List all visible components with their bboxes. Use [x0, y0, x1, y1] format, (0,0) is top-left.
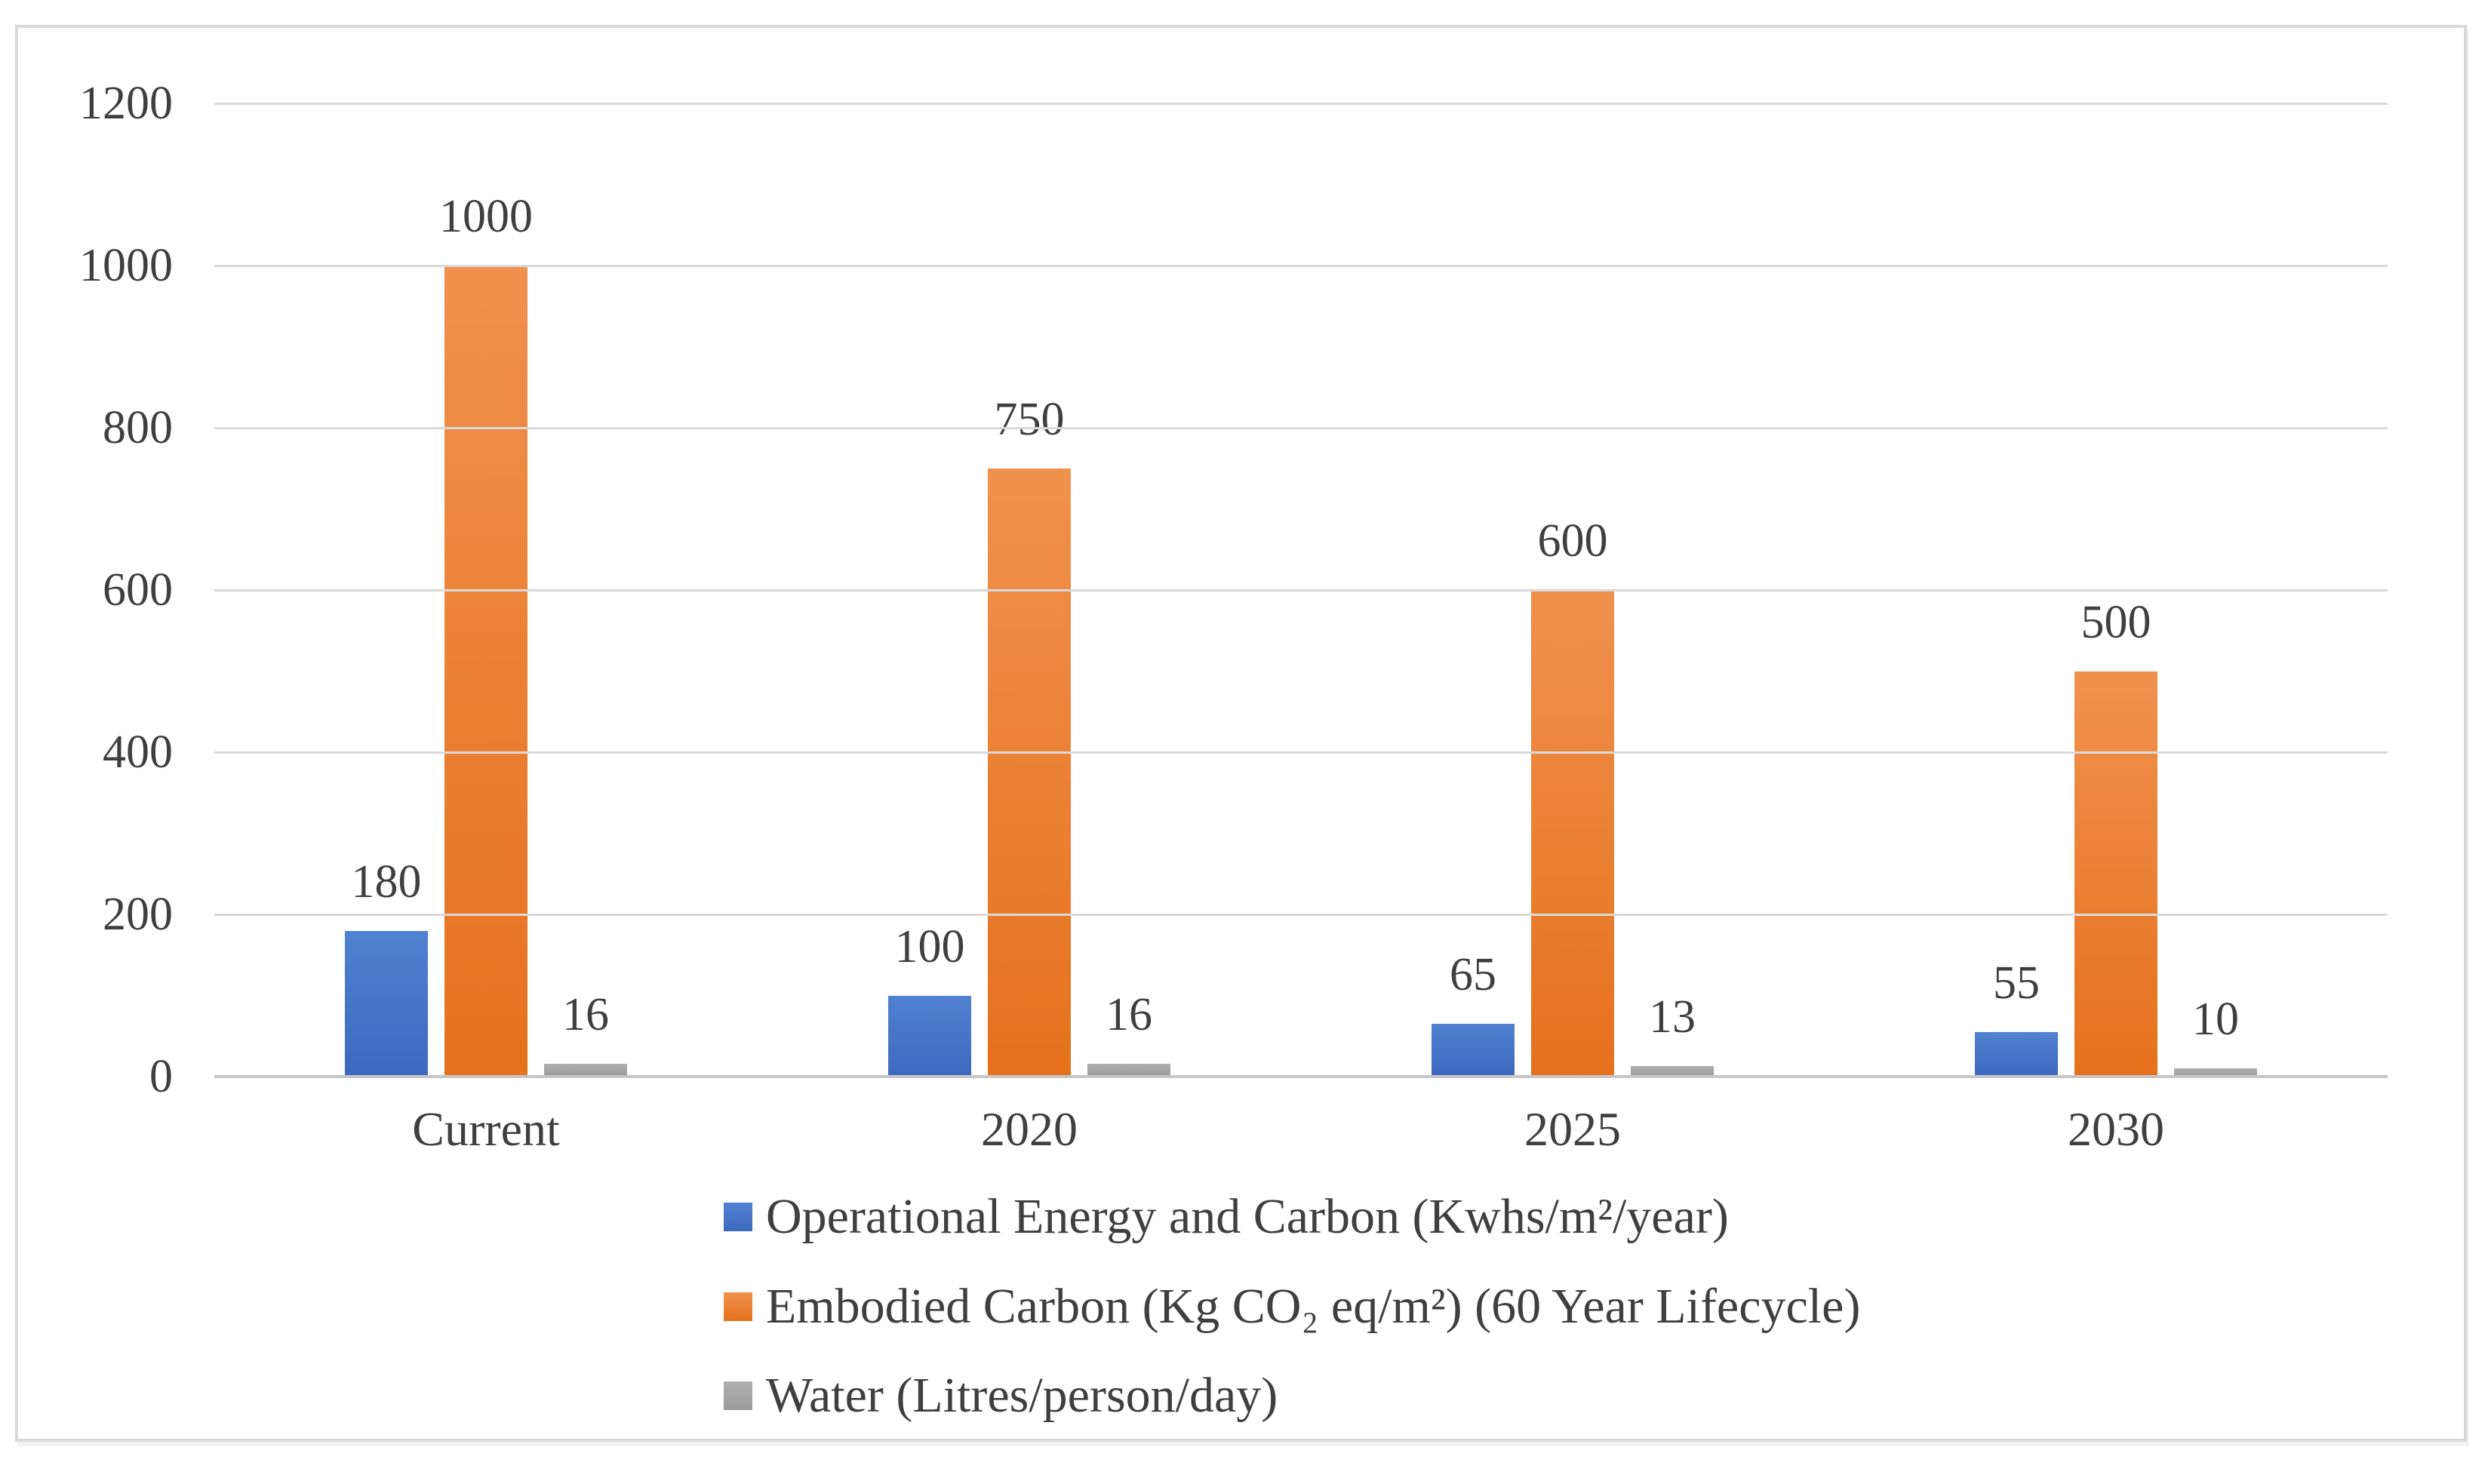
legend-item: Embodied Carbon (Kg CO₂ eq/m²) (60 Year …: [724, 1278, 1861, 1335]
bar: 55: [1975, 960, 2058, 1077]
bar-value-label: 100: [894, 920, 965, 972]
bar-value-label: 65: [1450, 949, 1496, 1001]
legend-swatch-orange-icon: [724, 1292, 752, 1321]
chart-frame: 0 200 400 600 800 1000 1200 180 1000 16 100 750 16 6…: [15, 25, 2467, 1442]
bar-value-label: 13: [1649, 991, 1696, 1043]
y-tick-label: 0: [149, 1051, 173, 1102]
category-label: Current: [412, 1102, 560, 1156]
bar: 16: [544, 991, 627, 1077]
legend-item: Water (Litres/person/day): [724, 1369, 1860, 1424]
category-label: 2020: [981, 1102, 1078, 1156]
bar: 16: [1087, 991, 1170, 1077]
bar: 65: [1432, 951, 1515, 1077]
bar-value-label: 600: [1537, 515, 1608, 567]
bar: 600: [1531, 518, 1614, 1077]
bar-value-label: 16: [562, 988, 609, 1040]
legend-item: Operational Energy and Carbon (Kwhs/m²/y…: [724, 1189, 1860, 1245]
y-tick-label: 1200: [79, 78, 173, 129]
y-tick-label: 400: [103, 727, 173, 778]
category-label: 2025: [1524, 1102, 1621, 1156]
legend-label: Operational Energy and Carbon (Kwhs/m²/y…: [766, 1189, 1729, 1244]
bar: 100: [888, 923, 971, 1077]
gridline: [214, 751, 2388, 754]
bar: 180: [345, 859, 428, 1077]
legend-label: Water (Litres/person/day): [766, 1368, 1278, 1424]
legend-swatch-gray-icon: [724, 1381, 752, 1411]
x-axis-category-labels: Current 2020 2025 2030: [214, 1105, 2388, 1154]
gridline: [214, 913, 2388, 916]
bar-value-label: 1000: [439, 191, 533, 242]
plot-slots: 180 1000 16 100 750 16 65 600 13 55 500 10: [214, 103, 2388, 1077]
gridline: [214, 426, 2388, 429]
bar-value-label: 180: [351, 856, 422, 908]
bar: 10: [2174, 996, 2257, 1077]
y-axis-tick-labels: 0 200 400 600 800 1000 1200: [60, 80, 173, 1100]
gridline: [214, 264, 2388, 267]
bar: 750: [988, 396, 1071, 1077]
category-label: 2030: [2068, 1102, 2164, 1156]
legend-label: Embodied Carbon (Kg CO₂ eq/m²) (60 Year …: [766, 1278, 1861, 1334]
bar-group: 65 600 13: [1301, 103, 1844, 1077]
y-tick-label: 600: [103, 564, 173, 616]
bar-value-label: 10: [2192, 994, 2239, 1046]
y-tick-label: 1000: [79, 240, 173, 291]
gridline: [214, 102, 2388, 105]
legend: Operational Energy and Carbon (Kwhs/m²/y…: [724, 1189, 1861, 1458]
bar-group: 180 1000 16: [214, 103, 758, 1077]
plot-area: 180 1000 16 100 750 16 65 600 13 55 500 10: [214, 102, 2388, 1078]
x-axis-line: [214, 1075, 2388, 1078]
gridline: [214, 588, 2388, 591]
y-tick-label: 800: [103, 402, 173, 453]
bar-value-label: 55: [1993, 957, 2040, 1009]
y-tick-label: 200: [103, 889, 173, 940]
bar-group: 55 500 10: [1844, 103, 2388, 1077]
bar: 13: [1631, 994, 1714, 1077]
legend-swatch-blue-icon: [724, 1203, 752, 1232]
bar-value-label: 750: [994, 393, 1065, 445]
bar: 500: [2074, 599, 2157, 1077]
bar-value-label: 16: [1106, 988, 1152, 1040]
bar: 1000: [439, 193, 533, 1077]
bar-value-label: 500: [2081, 596, 2151, 648]
bar-group: 100 750 16: [758, 103, 1301, 1077]
